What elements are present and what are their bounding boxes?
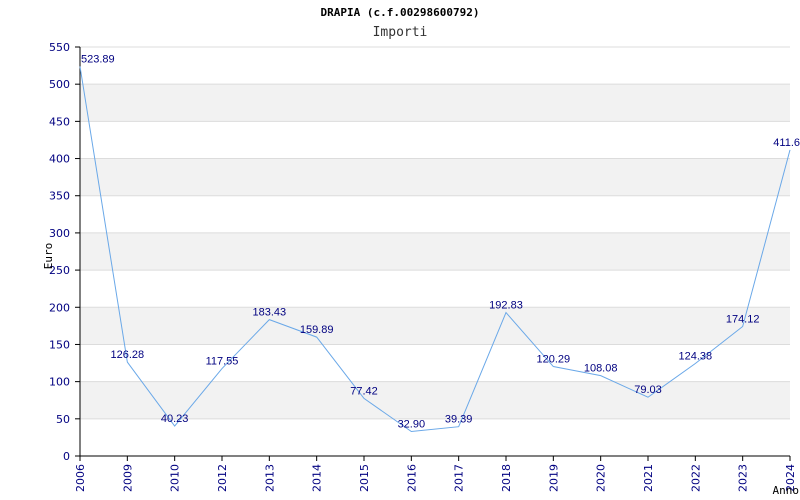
- data-label: 40.23: [161, 413, 189, 425]
- grid-band: [80, 232, 790, 271]
- y-tick-label: 150: [49, 338, 70, 351]
- x-tick-label: 2018: [500, 464, 513, 492]
- y-tick-label: 200: [49, 301, 70, 314]
- x-tick-label: 2006: [74, 464, 87, 492]
- data-label: 79.03: [634, 384, 662, 396]
- x-tick-label: 2015: [358, 464, 371, 492]
- y-axis-title: Euro: [42, 243, 55, 270]
- y-tick-label: 300: [49, 227, 70, 240]
- data-label: 523.89: [81, 53, 115, 65]
- data-labels: 523.89 126.28 40.23 117.55 183.43 159.89 77.42…: [81, 53, 800, 430]
- x-tick-label: 2013: [263, 464, 276, 492]
- series-line-group: [79, 66, 791, 433]
- grid-band: [80, 307, 790, 345]
- data-label: 159.89: [300, 324, 334, 336]
- y-axis-ticks: 0 50 100 150 200 250 300 350 400 450 500 550: [49, 41, 80, 463]
- x-tick-label: 2023: [737, 464, 750, 492]
- x-tick-label: 2020: [595, 464, 608, 492]
- y-tick-label: 100: [49, 376, 70, 389]
- series-line: [79, 66, 791, 433]
- data-label: 192.83: [489, 300, 523, 312]
- grid-band: [80, 84, 790, 122]
- x-axis-title: Anno: [773, 484, 800, 497]
- y-tick-label: 500: [49, 78, 70, 91]
- grid-band: [80, 158, 790, 196]
- data-label: 32.90: [398, 419, 426, 431]
- y-tick-label: 350: [49, 190, 70, 203]
- data-label: 39.39: [445, 414, 473, 426]
- y-tick-label: 250: [49, 264, 70, 277]
- chart-subtitle: Importi: [372, 25, 428, 40]
- data-label: 183.43: [253, 307, 287, 319]
- x-tick-label: 2021: [642, 464, 655, 492]
- chart-title: DRAPIA (c.f.00298600792): [320, 6, 480, 19]
- x-tick-label: 2022: [689, 464, 702, 492]
- x-tick-label: 2019: [547, 464, 560, 492]
- grid-bands: [80, 84, 790, 419]
- x-tick-label: 2009: [121, 464, 134, 492]
- data-label: 174.12: [726, 314, 760, 326]
- x-tick-label: 2016: [405, 464, 418, 492]
- grid-band: [80, 381, 790, 419]
- data-label: 124.38: [679, 351, 713, 363]
- y-tick-label: 450: [49, 115, 70, 128]
- data-label: 117.55: [206, 356, 239, 368]
- y-tick-label: 400: [49, 153, 70, 166]
- x-axis-ticks: 2006 2009 2010 2012 2013 2014 2015 2016 2017 2018…: [74, 456, 797, 492]
- y-tick-label: 0: [63, 450, 70, 463]
- data-label: 411.6: [773, 137, 800, 149]
- y-tick-label: 550: [49, 41, 70, 54]
- x-tick-label: 2010: [169, 464, 182, 492]
- grid-lines: [80, 46, 790, 420]
- data-label: 77.42: [350, 385, 378, 397]
- data-label: 120.29: [537, 354, 571, 366]
- x-tick-label: 2014: [311, 464, 324, 492]
- x-tick-label: 2012: [216, 464, 229, 492]
- data-label: 108.08: [584, 363, 618, 375]
- axes: [79, 47, 790, 457]
- y-tick-label: 50: [56, 413, 70, 426]
- data-label: 126.28: [111, 349, 145, 361]
- x-tick-label: 2017: [453, 464, 466, 492]
- x-tick-label: 2024: [784, 464, 797, 492]
